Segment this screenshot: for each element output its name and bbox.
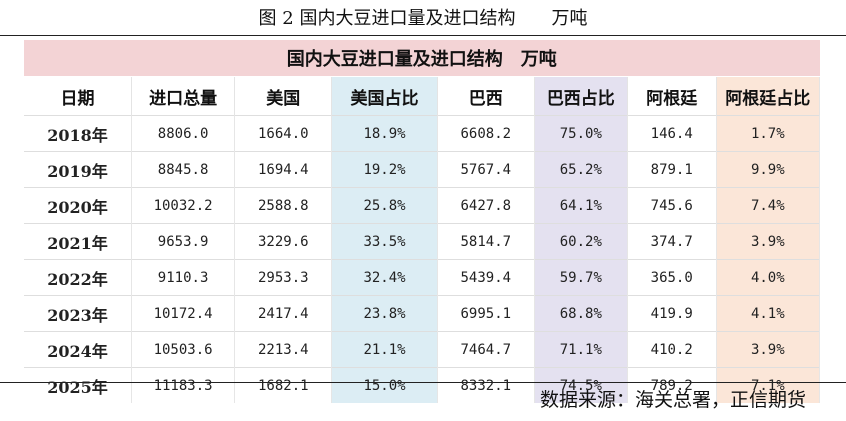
cell-us: 1694.4 [234, 151, 333, 188]
cell-brazil-share: 59.7% [534, 259, 628, 296]
table-row: 2023年 10172.4 2417.4 23.8% 6995.1 68.8% 419.9 4… [24, 295, 821, 332]
cell-brazil-share: 65.2% [534, 151, 628, 188]
cell-brazil: 6427.8 [437, 187, 535, 224]
cell-argentina-share: 7.4% [716, 187, 821, 224]
source-note: 数据来源：海关总署，正信期货 [539, 389, 806, 411]
cell-total-imports: 9110.3 [131, 259, 236, 296]
cell-us: 3229.6 [234, 223, 333, 260]
header-date: 日期 [24, 76, 132, 116]
cell-brazil: 6608.2 [437, 115, 535, 152]
cell-brazil: 5439.4 [437, 259, 535, 296]
cell-argentina-share: 3.9% [716, 223, 821, 260]
header-us-share: 美国占比 [331, 76, 438, 116]
cell-us: 1682.1 [234, 367, 333, 403]
header-row: 日期 进口总量 美国 美国占比 巴西 巴西占比 阿根廷 阿根廷占比 [24, 76, 821, 116]
cell-us: 1664.0 [234, 115, 333, 152]
header-us: 美国 [234, 76, 333, 116]
cell-argentina: 146.4 [627, 115, 717, 152]
table-row: 2018年 8806.0 1664.0 18.9% 6608.2 75.0% 146.4 1.… [24, 115, 821, 152]
cell-argentina-share: 4.1% [716, 295, 821, 332]
cell-argentina: 410.2 [627, 331, 717, 368]
cell-brazil-share: 74.5% [534, 367, 628, 403]
cell-brazil: 7464.7 [437, 331, 535, 368]
bottom-rule [0, 382, 846, 383]
cell-brazil-share: 64.1% [534, 187, 628, 224]
header-brazil-share: 巴西占比 [534, 76, 628, 116]
table-row: 2020年 10032.2 2588.8 25.8% 6427.8 64.1% 745.6 7… [24, 187, 821, 224]
cell-date: 2022年 [24, 259, 132, 296]
cell-us-share: 15.0% [331, 367, 438, 403]
cell-us-share: 18.9% [331, 115, 438, 152]
cell-argentina-share: 4.0% [716, 259, 821, 296]
cell-date: 2021年 [24, 223, 132, 260]
data-table: 国内大豆进口量及进口结构 万吨 日期 进口总量 美国 美国占比 巴西 巴西占比 … [24, 40, 821, 403]
cell-total-imports: 8806.0 [131, 115, 236, 152]
cell-argentina: 365.0 [627, 259, 717, 296]
table-row: 2022年 9110.3 2953.3 32.4% 5439.4 59.7% 365.0 4.… [24, 259, 821, 296]
cell-us-share: 23.8% [331, 295, 438, 332]
cell-argentina-share: 3.9% [716, 331, 821, 368]
cell-total-imports: 10032.2 [131, 187, 236, 224]
cell-total-imports: 10172.4 [131, 295, 236, 332]
header-brazil: 巴西 [437, 76, 535, 116]
cell-us-share: 19.2% [331, 151, 438, 188]
cell-argentina: 745.6 [627, 187, 717, 224]
cell-us-share: 21.1% [331, 331, 438, 368]
cell-brazil-share: 60.2% [534, 223, 628, 260]
figure-title: 图 2 国内大豆进口量及进口结构 万吨 [258, 8, 588, 29]
cell-brazil: 5767.4 [437, 151, 535, 188]
import-structure-table: 国内大豆进口量及进口结构 万吨 日期 进口总量 美国 美国占比 巴西 巴西占比 … [24, 40, 824, 403]
cell-argentina-share: 7.1% [716, 367, 821, 403]
cell-date: 2024年 [24, 331, 132, 368]
table-banner: 国内大豆进口量及进口结构 万吨 [24, 40, 820, 77]
cell-argentina: 374.7 [627, 223, 717, 260]
header-argentina: 阿根廷 [627, 76, 717, 116]
cell-us: 2953.3 [234, 259, 333, 296]
cell-brazil-share: 75.0% [534, 115, 628, 152]
cell-argentina-share: 9.9% [716, 151, 821, 188]
header-total-imports: 进口总量 [131, 76, 236, 116]
cell-argentina-share: 1.7% [716, 115, 821, 152]
cell-total-imports: 9653.9 [131, 223, 236, 260]
cell-total-imports: 8845.8 [131, 151, 236, 188]
cell-date: 2018年 [24, 115, 132, 152]
cell-argentina: 879.1 [627, 151, 717, 188]
cell-brazil-share: 68.8% [534, 295, 628, 332]
cell-date: 2025年 [24, 367, 132, 403]
cell-us-share: 25.8% [331, 187, 438, 224]
table-row: 2021年 9653.9 3229.6 33.5% 5814.7 60.2% 374.7 3.… [24, 223, 821, 260]
cell-total-imports: 11183.3 [131, 367, 236, 403]
table-row: 2025年 11183.3 1682.1 15.0% 8332.1 74.5% 789.2 7… [24, 367, 821, 403]
cell-date: 2019年 [24, 151, 132, 188]
cell-brazil: 8332.1 [437, 367, 535, 403]
cell-us: 2417.4 [234, 295, 333, 332]
cell-brazil: 6995.1 [437, 295, 535, 332]
table-row: 2024年 10503.6 2213.4 21.1% 7464.7 71.1% 410.2 3… [24, 331, 821, 368]
cell-date: 2023年 [24, 295, 132, 332]
top-rule [0, 35, 846, 36]
cell-us-share: 33.5% [331, 223, 438, 260]
cell-argentina: 419.9 [627, 295, 717, 332]
cell-argentina: 789.2 [627, 367, 717, 403]
header-argentina-share: 阿根廷占比 [716, 76, 821, 116]
cell-brazil-share: 71.1% [534, 331, 628, 368]
cell-us: 2213.4 [234, 331, 333, 368]
cell-us-share: 32.4% [331, 259, 438, 296]
cell-us: 2588.8 [234, 187, 333, 224]
cell-total-imports: 10503.6 [131, 331, 236, 368]
cell-date: 2020年 [24, 187, 132, 224]
table-row: 2019年 8845.8 1694.4 19.2% 5767.4 65.2% 879.1 9.… [24, 151, 821, 188]
cell-brazil: 5814.7 [437, 223, 535, 260]
